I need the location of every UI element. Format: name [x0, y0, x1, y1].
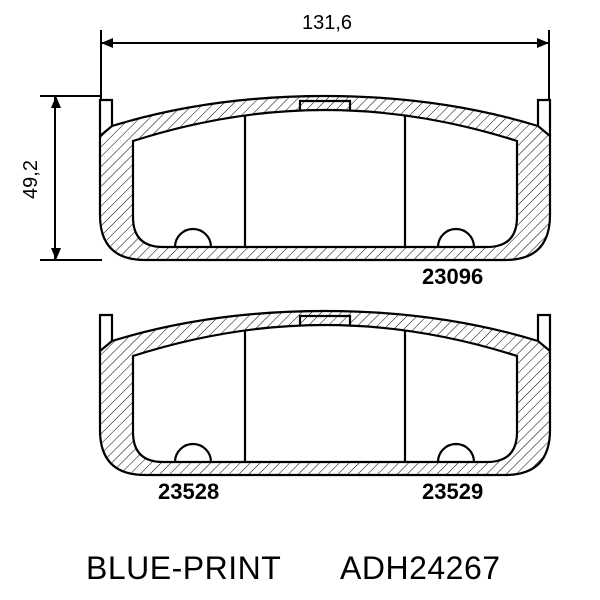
label-bottom-left: 23528 [158, 479, 219, 505]
label-bottom-right: 23529 [422, 479, 483, 505]
brand-name: BLUE-PRINT [86, 550, 281, 587]
part-number: ADH24267 [340, 550, 501, 587]
diagram-canvas: 131,6 49,2 [0, 0, 600, 600]
label-top-pad: 23096 [422, 264, 483, 290]
bottom-pad-friction [133, 325, 517, 462]
top-pad-friction [133, 110, 517, 247]
pad-drawings [0, 0, 600, 600]
